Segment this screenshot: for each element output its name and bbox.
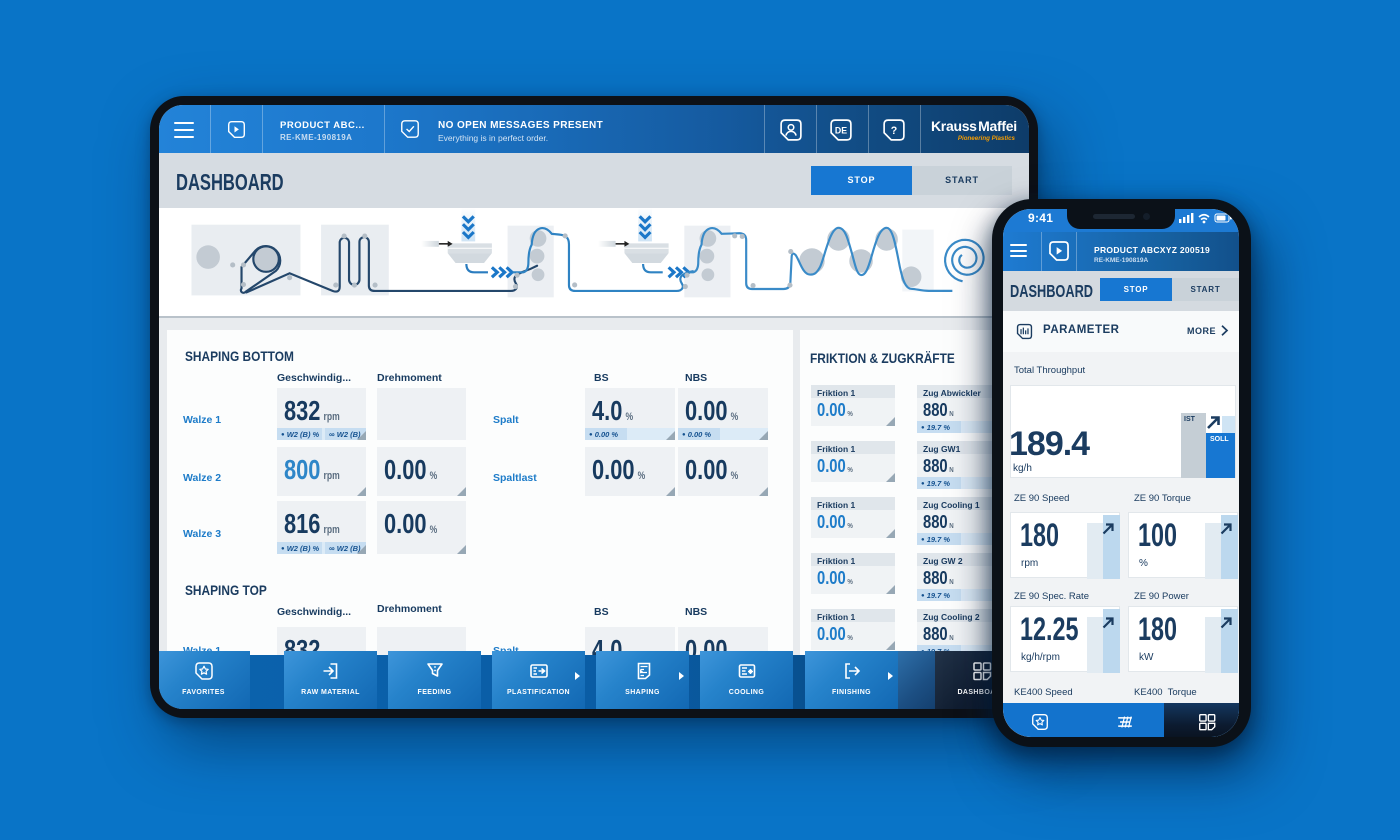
svg-text:?: ?: [891, 125, 897, 137]
svg-text:DE: DE: [835, 126, 847, 136]
